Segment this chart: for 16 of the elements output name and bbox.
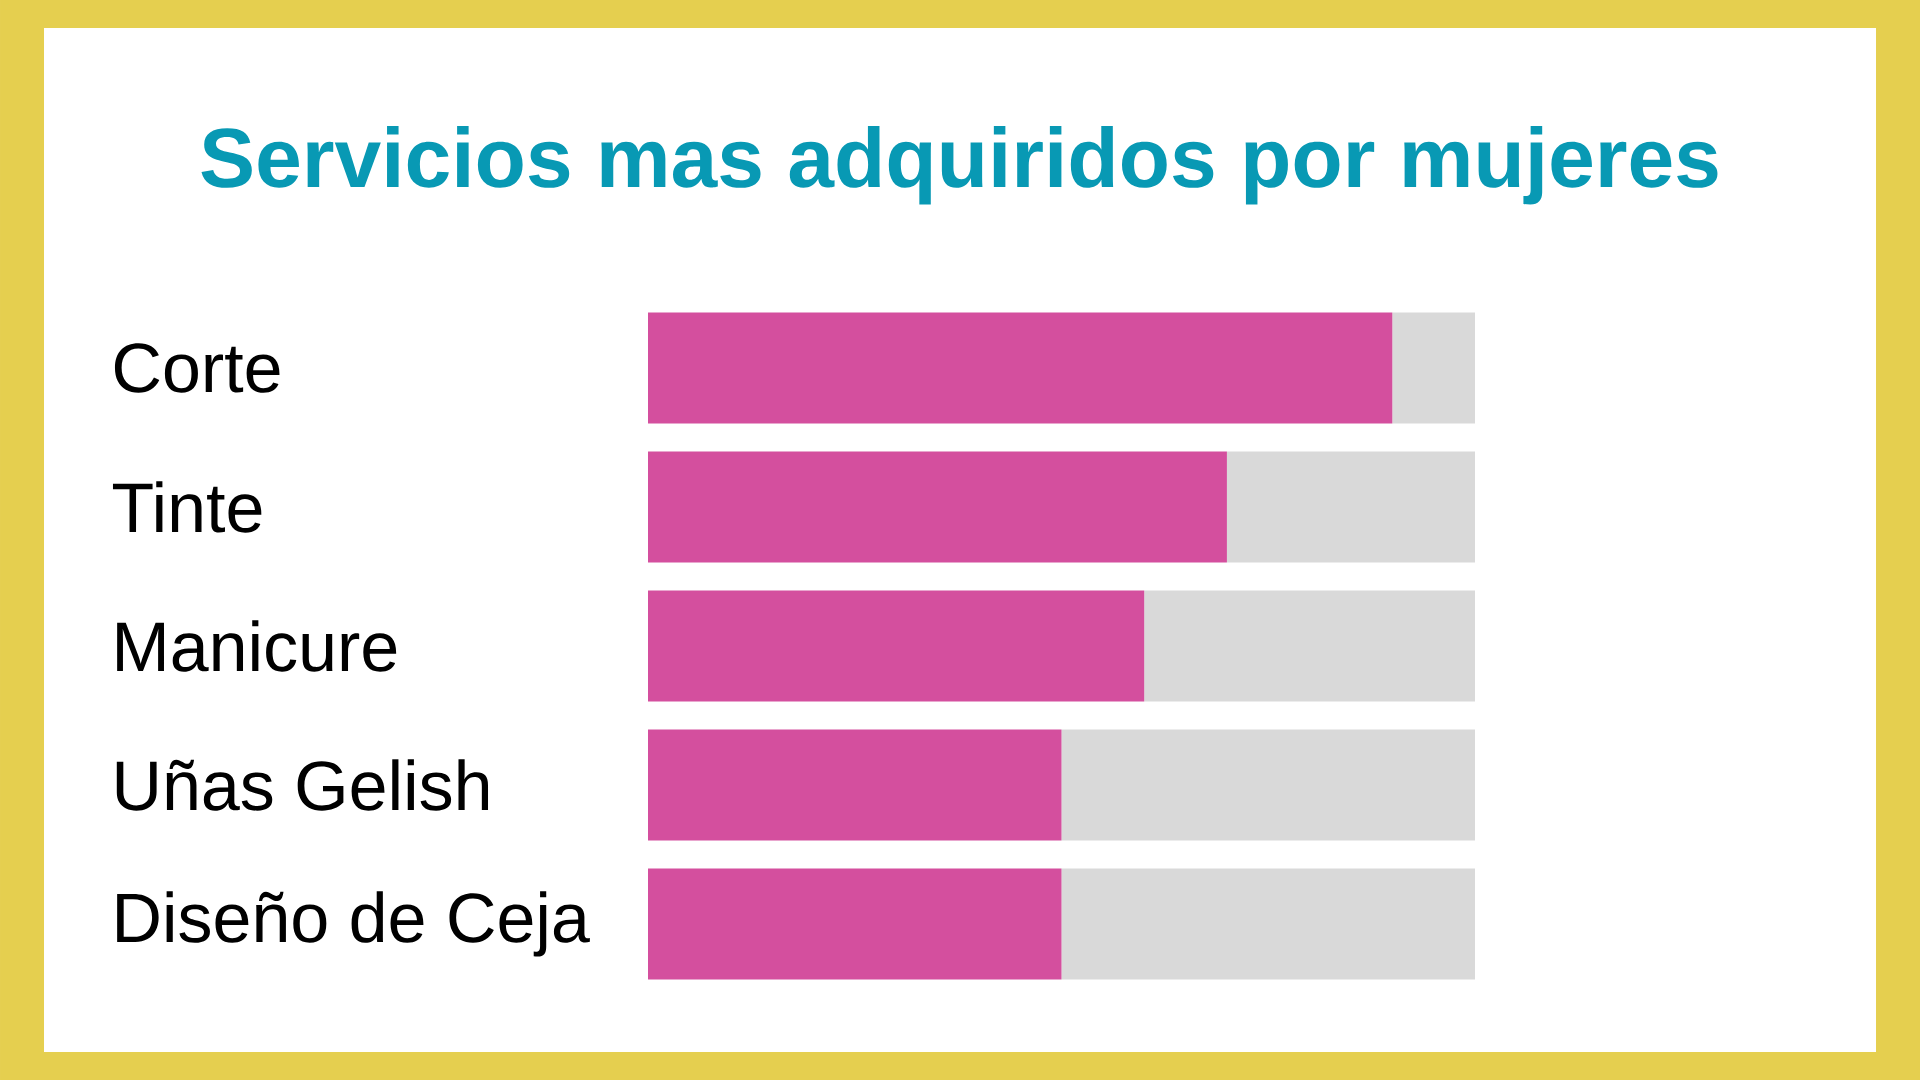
y-tick-label: Manicure <box>117 620 397 672</box>
bar <box>1226 451 1476 563</box>
bar <box>648 868 1062 980</box>
chart-title: Servicios mas adquiridos por mujeres <box>201 126 1718 205</box>
y-tick-label: Tinte <box>112 481 262 533</box>
bar <box>1061 868 1476 980</box>
bar <box>1061 729 1476 841</box>
bar <box>1392 312 1476 424</box>
y-tick-label: Corte <box>114 343 280 393</box>
bar <box>648 312 1393 424</box>
y-tick-label: Uñas Gelish <box>116 759 489 811</box>
y-tick-label: Diseño de Ceja <box>117 891 590 957</box>
bar <box>648 590 1145 702</box>
bar <box>1144 590 1476 702</box>
bar <box>648 729 1062 841</box>
bar <box>648 451 1227 563</box>
